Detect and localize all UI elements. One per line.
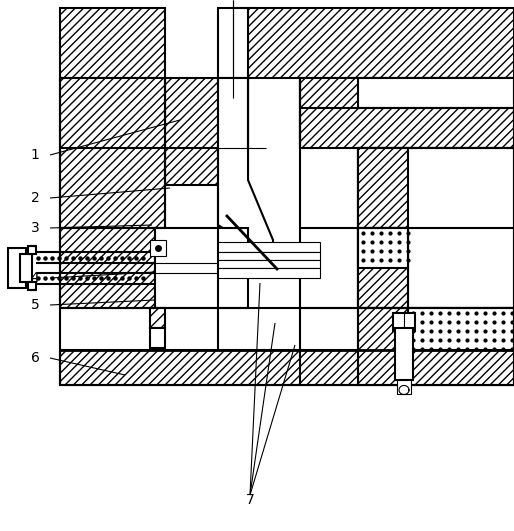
Bar	[8, 248, 26, 288]
Bar	[218, 252, 320, 260]
Bar	[60, 78, 165, 228]
Bar	[393, 313, 415, 331]
Bar	[358, 228, 408, 308]
Bar	[150, 328, 165, 348]
Bar	[397, 380, 411, 394]
Bar	[408, 350, 514, 385]
Text: 4: 4	[31, 271, 40, 285]
Bar	[300, 78, 514, 148]
Bar	[358, 148, 514, 308]
Bar	[218, 268, 320, 278]
Text: 2: 2	[31, 191, 40, 205]
Bar	[218, 78, 248, 185]
Bar	[28, 282, 36, 290]
Bar	[358, 228, 408, 268]
Bar	[150, 240, 166, 256]
Bar	[218, 8, 248, 78]
Bar	[150, 308, 165, 328]
Bar	[358, 78, 514, 108]
Bar	[60, 8, 165, 78]
Text: 6: 6	[30, 351, 40, 365]
Bar	[60, 228, 155, 308]
Bar	[218, 260, 320, 268]
Bar	[20, 254, 32, 282]
Bar	[408, 308, 514, 350]
Text: 7: 7	[246, 493, 254, 507]
Text: 3: 3	[31, 221, 40, 235]
Bar	[218, 242, 320, 252]
Text: 5: 5	[31, 298, 40, 312]
Bar	[165, 78, 248, 185]
Bar	[28, 246, 36, 254]
Bar	[358, 148, 408, 228]
Bar	[155, 228, 248, 308]
Text: 1: 1	[30, 148, 40, 162]
Bar	[395, 328, 413, 380]
Bar	[248, 8, 514, 78]
Bar	[358, 308, 408, 385]
Polygon shape	[218, 78, 273, 260]
Bar	[60, 350, 514, 385]
